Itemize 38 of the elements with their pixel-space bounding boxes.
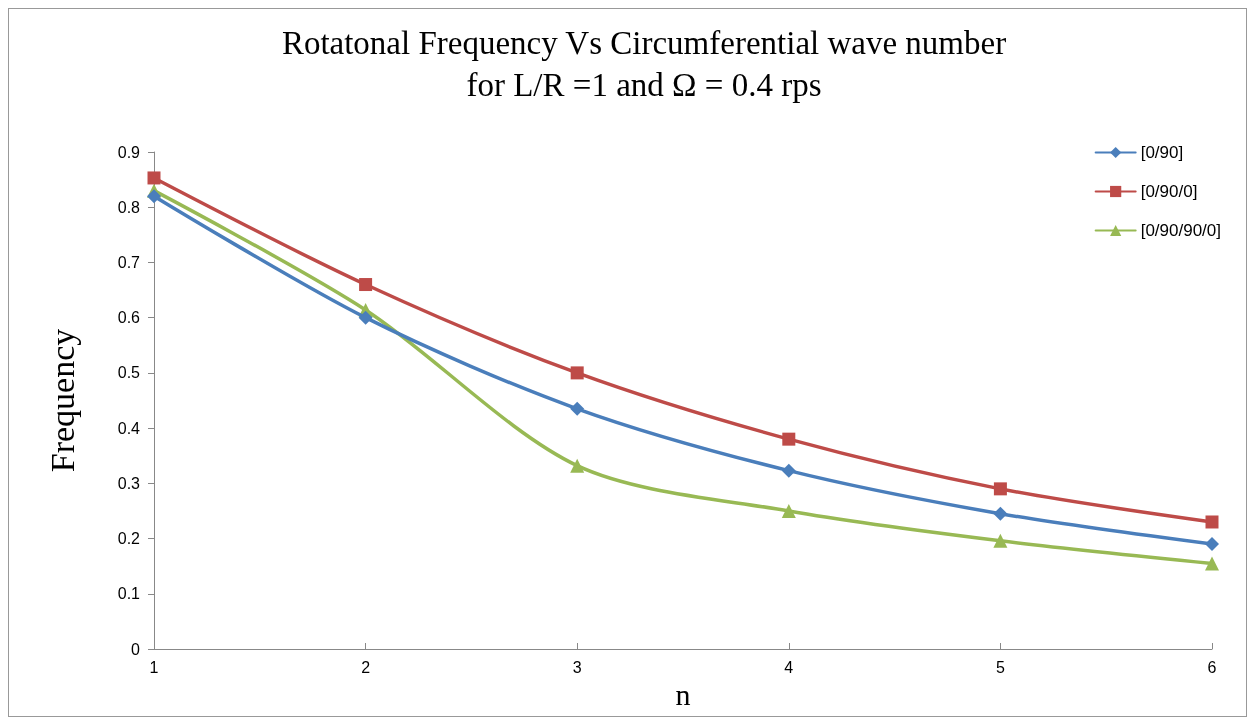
point [570,366,584,380]
point [358,310,373,325]
y-tick-label: 0.7 [117,253,141,271]
y-axis-title: Frequency [43,328,81,473]
x-axis-title: n [675,678,691,712]
x-tick-label: 6 [1207,658,1217,676]
y-tick-label: 0.3 [117,474,141,492]
x-tick-label: 5 [995,658,1005,676]
point [782,432,796,446]
y-tick-label: 0.5 [117,364,141,382]
y-tick-label: 0.6 [117,309,141,327]
y-tick-label: 0 [131,640,141,658]
point [993,533,1008,548]
point [147,189,161,204]
point [993,482,1007,496]
legend-label: [0/90] [1140,143,1184,162]
point [993,506,1008,521]
legend-label: [0/90/90/0] [1140,221,1221,240]
y-tick-label: 0.2 [117,530,141,548]
x-tick-label: 3 [572,658,582,676]
point [1205,556,1219,571]
y-tick-label: 0.8 [117,198,141,216]
point [1205,515,1219,529]
point [570,458,585,473]
x-tick-label: 2 [361,658,371,676]
x-tick-label: 1 [149,658,159,676]
legend-label: [0/90/0] [1140,182,1198,201]
point [359,278,373,292]
point [1205,537,1219,552]
point [781,503,796,518]
y-tick-label: 0.1 [117,585,141,603]
y-tick-label: 0.9 [117,143,141,161]
point [570,401,585,416]
point [147,171,161,185]
point [781,463,796,478]
x-tick-label: 4 [784,658,794,676]
y-tick-label: 0.4 [117,419,141,437]
chart-title: Rotatonal Frequency Vs Circumferential wave number for L/R =1 and Ω = 0.4 rps [281,25,1007,103]
